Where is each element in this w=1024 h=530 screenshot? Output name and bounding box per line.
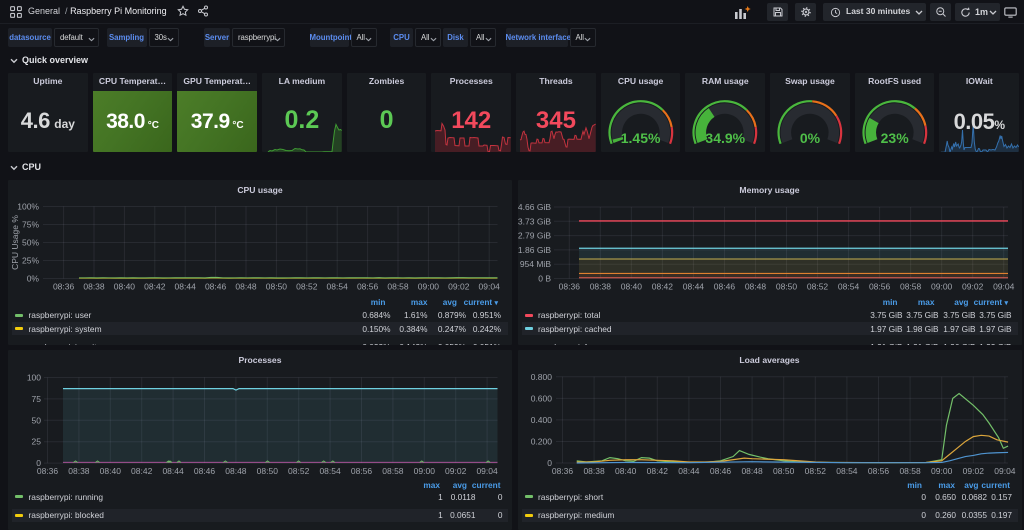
svg-text:08:48: 08:48 — [225, 466, 247, 476]
svg-text:0: 0 — [547, 458, 552, 468]
svg-text:08:38: 08:38 — [589, 282, 611, 292]
svg-text:08:48: 08:48 — [744, 282, 766, 292]
svg-text:09:00: 09:00 — [931, 466, 953, 476]
svg-text:08:56: 08:56 — [357, 282, 379, 292]
svg-text:08:48: 08:48 — [235, 282, 257, 292]
svg-text:08:56: 08:56 — [867, 466, 889, 476]
svg-text:0: 0 — [36, 458, 41, 468]
svg-text:08:40: 08:40 — [620, 282, 642, 292]
svg-text:08:36: 08:36 — [558, 282, 580, 292]
svg-text:08:44: 08:44 — [175, 282, 197, 292]
svg-text:08:58: 08:58 — [387, 282, 409, 292]
svg-text:0.400: 0.400 — [530, 415, 552, 425]
svg-text:08:46: 08:46 — [713, 282, 735, 292]
svg-text:0 B: 0 B — [538, 274, 551, 284]
svg-text:3.73 GiB: 3.73 GiB — [518, 216, 551, 226]
svg-text:08:44: 08:44 — [682, 282, 704, 292]
svg-text:08:54: 08:54 — [327, 282, 349, 292]
svg-text:0.800: 0.800 — [530, 372, 552, 382]
svg-text:50%: 50% — [22, 238, 39, 248]
svg-text:09:04: 09:04 — [994, 466, 1016, 476]
svg-text:08:48: 08:48 — [741, 466, 763, 476]
svg-text:08:50: 08:50 — [257, 466, 279, 476]
svg-text:09:00: 09:00 — [414, 466, 436, 476]
svg-text:08:38: 08:38 — [83, 282, 105, 292]
svg-text:100: 100 — [27, 373, 41, 383]
svg-text:09:02: 09:02 — [962, 282, 984, 292]
svg-text:08:52: 08:52 — [296, 282, 318, 292]
svg-text:25%: 25% — [22, 256, 39, 266]
svg-text:0%: 0% — [27, 274, 40, 284]
svg-text:08:36: 08:36 — [551, 466, 573, 476]
svg-text:08:46: 08:46 — [194, 466, 216, 476]
svg-text:08:50: 08:50 — [773, 466, 795, 476]
svg-text:08:36: 08:36 — [37, 466, 59, 476]
svg-text:1.86 GiB: 1.86 GiB — [518, 245, 551, 255]
svg-text:08:54: 08:54 — [836, 466, 858, 476]
svg-text:954 MiB: 954 MiB — [519, 259, 551, 269]
svg-text:09:04: 09:04 — [479, 282, 501, 292]
svg-text:08:58: 08:58 — [382, 466, 404, 476]
svg-text:08:56: 08:56 — [351, 466, 373, 476]
svg-text:09:04: 09:04 — [476, 466, 498, 476]
svg-text:08:42: 08:42 — [131, 466, 153, 476]
svg-text:08:58: 08:58 — [899, 466, 921, 476]
svg-text:08:42: 08:42 — [144, 282, 166, 292]
svg-text:75: 75 — [32, 394, 42, 404]
svg-text:08:44: 08:44 — [162, 466, 184, 476]
svg-text:08:38: 08:38 — [68, 466, 90, 476]
svg-text:08:54: 08:54 — [319, 466, 341, 476]
svg-text:09:00: 09:00 — [931, 282, 953, 292]
svg-text:CPU Usage %: CPU Usage % — [10, 215, 20, 270]
svg-text:4.66 GiB: 4.66 GiB — [518, 202, 551, 212]
svg-text:100%: 100% — [17, 202, 39, 212]
svg-text:08:56: 08:56 — [868, 282, 890, 292]
svg-text:08:46: 08:46 — [709, 466, 731, 476]
svg-text:08:44: 08:44 — [678, 466, 700, 476]
svg-text:50: 50 — [32, 415, 42, 425]
svg-text:09:02: 09:02 — [445, 466, 467, 476]
svg-text:08:46: 08:46 — [205, 282, 227, 292]
svg-text:08:52: 08:52 — [804, 466, 826, 476]
svg-text:08:40: 08:40 — [100, 466, 122, 476]
svg-text:09:02: 09:02 — [448, 282, 470, 292]
svg-text:08:50: 08:50 — [775, 282, 797, 292]
svg-text:08:52: 08:52 — [806, 282, 828, 292]
svg-text:0.200: 0.200 — [530, 436, 552, 446]
svg-text:08:40: 08:40 — [114, 282, 136, 292]
svg-text:0.600: 0.600 — [530, 393, 552, 403]
svg-text:08:42: 08:42 — [646, 466, 668, 476]
svg-text:09:04: 09:04 — [993, 282, 1015, 292]
svg-text:75%: 75% — [22, 220, 39, 230]
svg-text:08:52: 08:52 — [288, 466, 310, 476]
svg-text:08:50: 08:50 — [266, 282, 288, 292]
svg-text:08:42: 08:42 — [651, 282, 673, 292]
svg-text:08:58: 08:58 — [899, 282, 921, 292]
svg-text:08:38: 08:38 — [583, 466, 605, 476]
svg-text:08:40: 08:40 — [615, 466, 637, 476]
svg-text:09:00: 09:00 — [418, 282, 440, 292]
svg-text:09:02: 09:02 — [962, 466, 984, 476]
svg-text:08:36: 08:36 — [53, 282, 75, 292]
svg-text:2.79 GiB: 2.79 GiB — [518, 231, 551, 241]
svg-text:08:54: 08:54 — [837, 282, 859, 292]
svg-text:25: 25 — [32, 437, 42, 447]
